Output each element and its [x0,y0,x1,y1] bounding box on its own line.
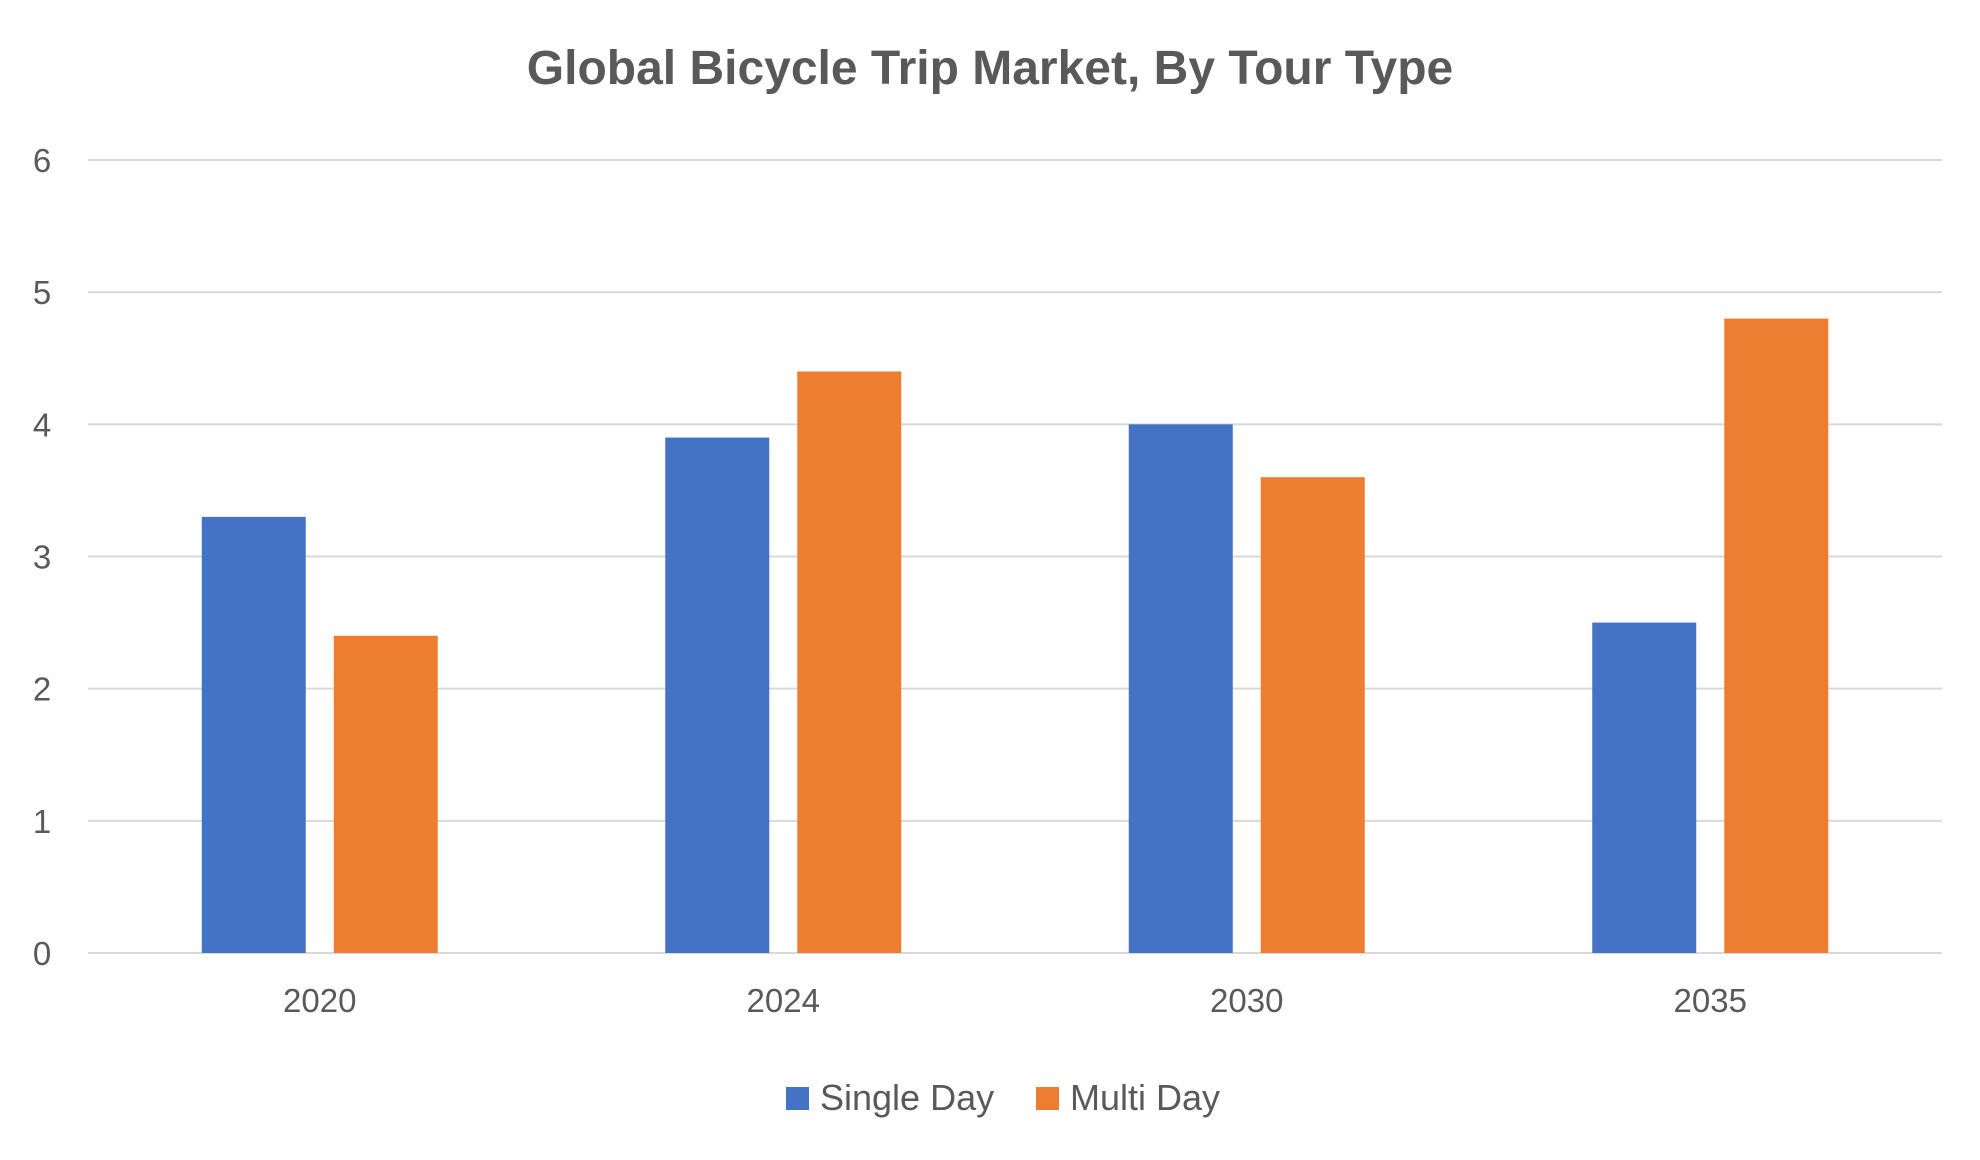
y-tick-label: 0 [33,935,51,972]
y-axis-ticks: 0 1 2 3 4 5 6 [33,142,51,972]
x-axis-ticks: 2020 2024 2030 2035 [283,982,1747,1019]
bar-single-day-2020 [201,516,306,953]
x-tick-label: 2020 [283,982,356,1019]
legend-swatch-multi-day [1036,1087,1059,1110]
bar-multi-day-2020 [333,635,438,953]
legend-label-single-day: Single Day [820,1077,994,1118]
bar-single-day-2030 [1128,424,1233,953]
legend-swatch-single-day [786,1087,809,1110]
y-tick-label: 4 [33,406,51,443]
y-tick-label: 5 [33,274,51,311]
x-tick-label: 2024 [747,982,820,1019]
legend-label-multi-day: Multi Day [1070,1077,1220,1118]
y-tick-label: 6 [33,142,51,179]
bar-single-day-2024 [665,437,770,953]
y-tick-label: 3 [33,539,51,576]
x-tick-label: 2030 [1210,982,1283,1019]
bar-single-day-2035 [1592,622,1697,953]
bar-multi-day-2030 [1260,477,1365,953]
y-tick-label: 2 [33,671,51,708]
legend: Single Day Multi Day [786,1077,1220,1118]
bar-multi-day-2035 [1724,318,1829,954]
bars [201,318,1829,954]
x-tick-label: 2035 [1674,982,1747,1019]
y-tick-label: 1 [33,803,51,840]
chart-title: Global Bicycle Trip Market, By Tour Type [527,42,1453,95]
bar-multi-day-2024 [797,371,902,953]
